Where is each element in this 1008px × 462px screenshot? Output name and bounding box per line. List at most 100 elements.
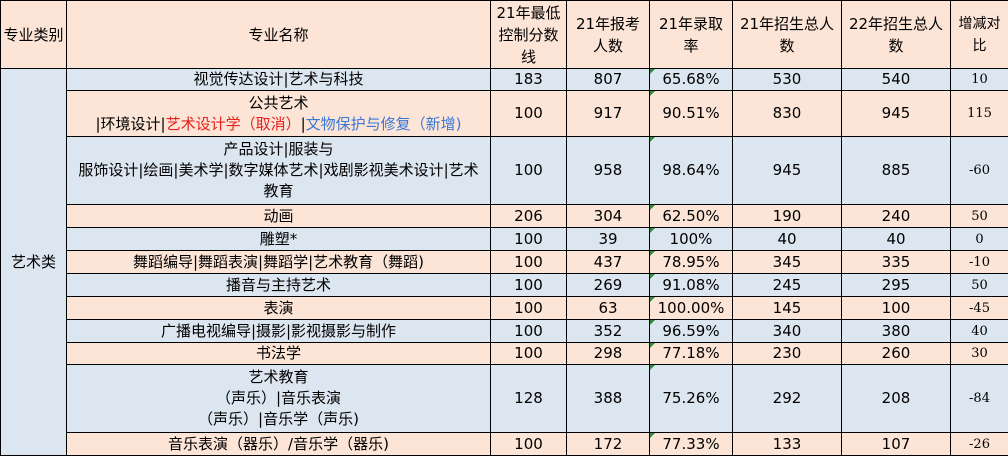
enroll22-cell: 335: [841, 250, 951, 274]
table-row: 舞蹈编导|舞蹈表演|舞蹈学|艺术教育（舞蹈) 100 437 78.95% 34…: [1, 250, 1008, 274]
table-row: 产品设计|服装与 服饰设计|绘画|美术学|数字媒体艺术|戏剧影视美术设计|艺术 …: [1, 136, 1008, 205]
header-category: 专业类别: [0, 0, 67, 69]
table-row: 播音与主持艺术 100 269 91.08% 245 295 50: [1, 273, 1008, 297]
major-cell: 公共艺术 |环境设计|艺术设计学（取消）|文物保护与修复（新增): [66, 90, 491, 137]
header-rate: 21年录取率: [649, 0, 733, 69]
applicants-cell: 298: [566, 342, 650, 365]
score-cell: 206: [490, 204, 567, 228]
table-row: 音乐表演（器乐）/音乐学（器乐) 100 172 77.33% 133 107 …: [1, 432, 1008, 456]
change-cell: 0: [950, 227, 1008, 251]
score-cell: 183: [490, 68, 567, 91]
enroll21-cell: 40: [732, 227, 842, 251]
score-cell: 100: [490, 227, 567, 251]
major-cell: 书法学: [66, 342, 491, 365]
major-cell: 播音与主持艺术: [66, 273, 491, 297]
enroll21-cell: 345: [732, 250, 842, 274]
header-row: 专业类别 专业名称 21年最低控制分数线 21年报考人数 21年录取率 21年招…: [0, 0, 1008, 69]
change-cell: -45: [950, 296, 1008, 320]
change-cell: 40: [950, 319, 1008, 343]
rate-cell: 75.26%: [649, 364, 733, 433]
table-row: 动画 206 304 62.50% 190 240 50: [1, 204, 1008, 228]
change-cell: -26: [950, 432, 1008, 456]
table-row: 艺术类 视觉传达设计|艺术与科技 183 807 65.68% 530 540 …: [0, 68, 1008, 456]
applicants-cell: 807: [566, 68, 650, 91]
table-row: 雕塑* 100 39 100% 40 40 0: [1, 227, 1008, 251]
applicants-cell: 388: [566, 364, 650, 433]
applicants-cell: 304: [566, 204, 650, 228]
header-enroll21: 21年招生总人数: [732, 0, 842, 69]
table-row: 公共艺术 |环境设计|艺术设计学（取消）|文物保护与修复（新增) 100 917…: [1, 90, 1008, 137]
enroll22-cell: 240: [841, 204, 951, 228]
rate-cell: 65.68%: [649, 68, 733, 91]
header-min-score: 21年最低控制分数线: [490, 0, 567, 69]
major-line: 产品设计|服装与: [223, 140, 334, 158]
header-change: 增减对比: [950, 0, 1008, 69]
enroll21-cell: 830: [732, 90, 842, 137]
change-cell: 50: [950, 273, 1008, 297]
rate-cell: 77.18%: [649, 342, 733, 365]
major-segment: |: [300, 114, 306, 133]
major-cell: 雕塑*: [66, 227, 491, 251]
major-line: 公共艺术: [248, 93, 309, 112]
applicants-cell: 63: [566, 296, 650, 320]
applicants-cell: 437: [566, 250, 650, 274]
change-cell: 115: [950, 90, 1008, 137]
applicants-cell: 269: [566, 273, 650, 297]
enroll22-cell: 107: [841, 432, 951, 456]
rate-cell: 62.50%: [649, 204, 733, 228]
rate-cell: 77.33%: [649, 432, 733, 456]
score-cell: 100: [490, 273, 567, 297]
rate-cell: 78.95%: [649, 250, 733, 274]
enroll21-cell: 145: [732, 296, 842, 320]
major-cell: 动画: [66, 204, 491, 228]
rate-cell: 100.00%: [649, 296, 733, 320]
major-line: 教育: [263, 182, 294, 200]
score-cell: 100: [490, 296, 567, 320]
enroll22-cell: 380: [841, 319, 951, 343]
enroll21-cell: 190: [732, 204, 842, 228]
score-cell: 128: [490, 364, 567, 433]
rate-cell: 96.59%: [649, 319, 733, 343]
enroll22-cell: 208: [841, 364, 951, 433]
enroll22-cell: 40: [841, 227, 951, 251]
table-row: 广播电视编导|摄影|影视摄影与制作 100 352 96.59% 340 380…: [1, 319, 1008, 343]
major-cell: 音乐表演（器乐）/音乐学（器乐): [66, 432, 491, 456]
major-segment: |环境设计|: [95, 114, 166, 133]
enroll22-cell: 100: [841, 296, 951, 320]
score-cell: 100: [490, 90, 567, 137]
change-cell: 30: [950, 342, 1008, 365]
change-cell: 50: [950, 204, 1008, 228]
table-row: 书法学 100 298 77.18% 230 260 30: [1, 342, 1008, 365]
major-cell: 产品设计|服装与 服饰设计|绘画|美术学|数字媒体艺术|戏剧影视美术设计|艺术 …: [66, 136, 491, 205]
applicants-cell: 39: [566, 227, 650, 251]
rate-cell: 91.08%: [649, 273, 733, 297]
header-enroll22: 22年招生总人数: [841, 0, 951, 69]
major-line: 艺术教育: [248, 368, 309, 386]
enroll22-cell: 295: [841, 273, 951, 297]
major-cell: 视觉传达设计|艺术与科技: [66, 68, 491, 91]
rate-cell: 90.51%: [649, 90, 733, 137]
score-cell: 100: [490, 136, 567, 205]
major-line: （声乐）|音乐学（声乐): [198, 410, 359, 428]
enroll22-cell: 885: [841, 136, 951, 205]
rate-cell: 98.64%: [649, 136, 733, 205]
major-line: |环境设计|艺术设计学（取消）|文物保护与修复（新增): [69, 114, 488, 135]
change-cell: -60: [950, 136, 1008, 205]
change-cell: 10: [950, 68, 1008, 91]
applicants-cell: 352: [566, 319, 650, 343]
score-cell: 100: [490, 250, 567, 274]
header-major: 专业名称: [66, 0, 491, 69]
table-row: 艺术教育 （声乐）|音乐表演 （声乐）|音乐学（声乐) 128 388 75.2…: [1, 364, 1008, 433]
major-cell: 广播电视编导|摄影|影视摄影与制作: [66, 319, 491, 343]
applicants-cell: 172: [566, 432, 650, 456]
major-line: （声乐）|音乐表演: [215, 389, 342, 407]
score-cell: 100: [490, 342, 567, 365]
applicants-cell: 917: [566, 90, 650, 137]
rate-cell: 100%: [649, 227, 733, 251]
score-cell: 100: [490, 319, 567, 343]
enroll21-cell: 340: [732, 319, 842, 343]
category-cell: 艺术类: [0, 68, 67, 456]
major-line: 服饰设计|绘画|美术学|数字媒体艺术|戏剧影视美术设计|艺术: [78, 161, 479, 179]
enroll21-cell: 133: [732, 432, 842, 456]
